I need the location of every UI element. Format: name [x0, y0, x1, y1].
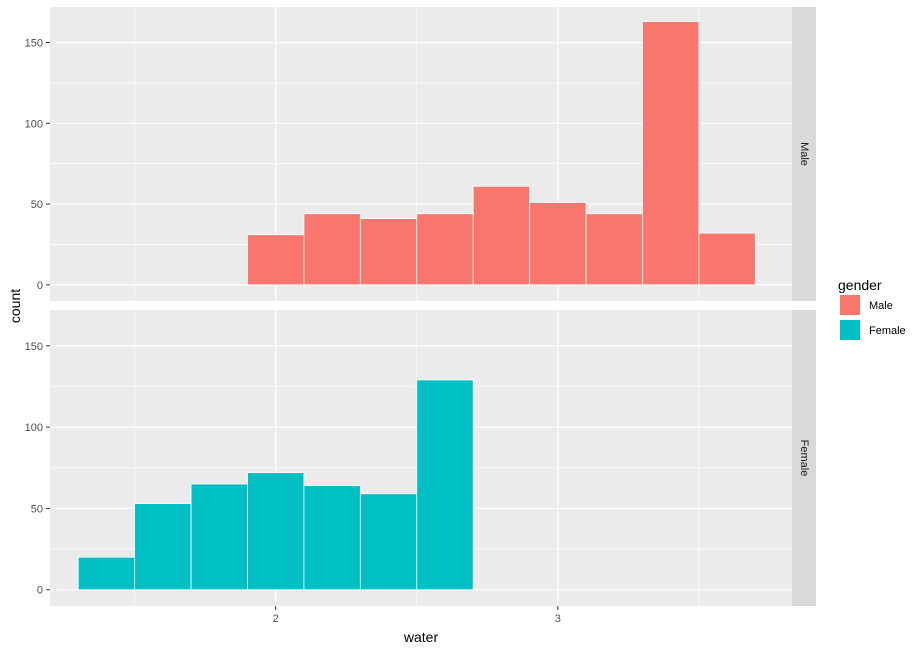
legend-label-female: Female — [869, 325, 906, 337]
histogram-bar-male-5 — [472, 185, 531, 286]
histogram-bar-male-6 — [529, 202, 587, 286]
histogram-bar-female-4 — [247, 472, 305, 591]
y-tick-label: 150 — [25, 341, 43, 353]
facet-strip-female — [792, 310, 816, 606]
histogram-bar-female-5 — [303, 485, 361, 591]
y-tick-label: 100 — [25, 118, 43, 130]
histogram-bar-male-9 — [698, 232, 756, 286]
y-tick-label: 150 — [25, 38, 43, 50]
histogram-bar-female-1 — [77, 556, 136, 591]
histogram-bar-male-4 — [416, 213, 474, 286]
histogram-bar-male-7 — [585, 213, 643, 286]
x-tick-label: 3 — [555, 613, 561, 625]
facet-strip-label: Female — [798, 440, 810, 477]
x-axis-title: water — [403, 629, 439, 645]
legend-label-male: Male — [869, 300, 893, 312]
x-tick-label: 2 — [273, 613, 279, 625]
histogram-bar-male-2 — [303, 213, 361, 286]
y-tick-label: 0 — [37, 585, 43, 597]
y-tick-label: 100 — [25, 422, 43, 434]
y-tick-label: 0 — [37, 280, 43, 292]
y-tick-label: 50 — [31, 503, 43, 515]
histogram-bar-female-3 — [190, 483, 248, 591]
legend-key-female — [840, 320, 860, 340]
histogram-bar-male-1 — [247, 234, 305, 286]
histogram-bar-female-7 — [416, 379, 474, 591]
histogram-bar-male-3 — [359, 218, 418, 286]
histogram-bar-female-2 — [134, 503, 192, 591]
histogram-bar-male-8 — [642, 21, 700, 286]
y-tick-label: 50 — [31, 199, 43, 211]
facet-strip-male — [792, 7, 816, 301]
facet-strip-label: Male — [798, 142, 810, 166]
legend-key-male — [840, 295, 860, 315]
histogram-bar-female-6 — [359, 493, 418, 591]
y-axis-title: count — [7, 289, 23, 323]
legend-title: gender — [838, 277, 882, 293]
